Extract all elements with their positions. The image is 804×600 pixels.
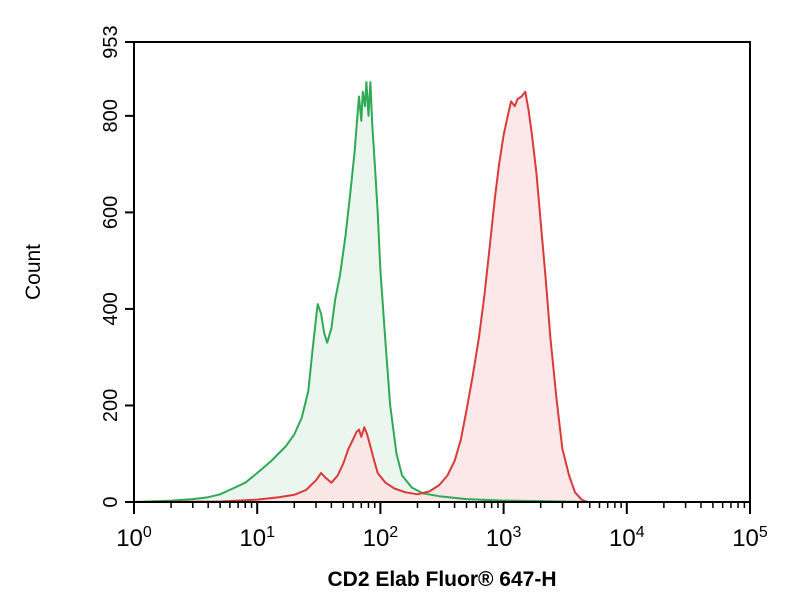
- y-tick-label-5: 953: [100, 25, 122, 58]
- x-axis-label: CD2 Elab Fluor® 647-H: [327, 568, 556, 591]
- series-1-line: [133, 81, 590, 503]
- histogram-areas: [133, 81, 590, 503]
- x-tick-label-0: 100: [116, 524, 152, 552]
- y-axis-label: Count: [22, 244, 45, 300]
- y-tick-label-3: 600: [100, 196, 122, 229]
- x-tick-label-4: 104: [609, 524, 645, 552]
- y-tick-label-4: 800: [100, 99, 122, 132]
- y-tick-label-0: 0: [100, 496, 122, 507]
- x-tick-label-5: 105: [732, 524, 768, 552]
- plot-frame: [133, 41, 751, 503]
- series-2-area: [134, 91, 588, 502]
- x-tick-label-1: 101: [239, 524, 275, 552]
- x-tick-label-3: 103: [486, 524, 522, 552]
- y-tick-label-1: 200: [100, 389, 122, 422]
- axis-ticks: 0 200 400 600 800 953 100 101 102 103 104 105: [100, 25, 768, 552]
- series-1-area: [134, 82, 590, 502]
- series-2-line: [133, 90, 588, 503]
- y-tick-label-2: 400: [100, 292, 122, 325]
- x-tick-label-2: 102: [363, 524, 399, 552]
